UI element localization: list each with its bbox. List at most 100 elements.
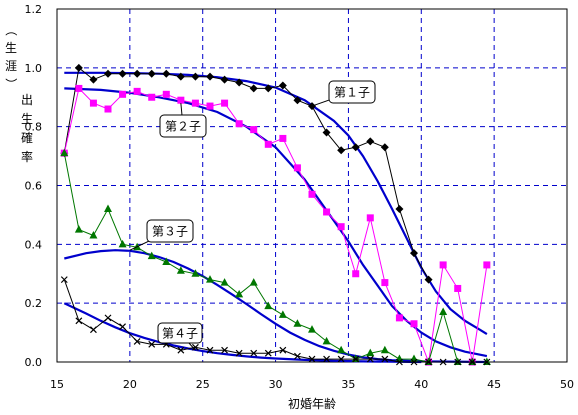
- y-tick-label: 1.0: [25, 62, 43, 75]
- data-point: [395, 354, 404, 363]
- data-point: [410, 320, 418, 328]
- data-series: [60, 63, 491, 366]
- data-point: [250, 126, 258, 134]
- data-point: [395, 314, 403, 322]
- data-point: [148, 340, 156, 348]
- data-point: [235, 349, 243, 357]
- data-point: [75, 84, 83, 92]
- data-point: [396, 358, 403, 366]
- x-axis-title: 初婚年齢: [288, 396, 336, 411]
- series-label-box: [159, 114, 207, 138]
- data-point: [250, 349, 258, 357]
- data-point: [278, 310, 287, 318]
- fit-curve-2: [64, 87, 488, 358]
- data-point: [454, 284, 462, 292]
- data-point: [278, 81, 287, 90]
- x-tick-labels: 15 20 25 30 35 40 45 50: [50, 378, 574, 391]
- data-point: [133, 337, 141, 345]
- data-point: [322, 128, 331, 137]
- x-tick-label: 45: [487, 378, 501, 391]
- data-point: [352, 355, 360, 363]
- data-point: [279, 346, 287, 354]
- data-point: [133, 87, 141, 95]
- fit-curve-3: [64, 249, 487, 364]
- data-point: [74, 225, 83, 233]
- grid: [57, 9, 567, 362]
- y-axis-title-char: 出: [21, 93, 33, 107]
- data-point: [162, 69, 171, 78]
- data-point: [322, 336, 331, 345]
- data-point: [235, 289, 244, 298]
- data-point: [89, 231, 98, 239]
- data-point: [264, 84, 273, 93]
- data-point: [410, 354, 418, 363]
- data-point: [410, 358, 418, 366]
- series-label-3: 第３子: [129, 219, 194, 251]
- data-point: [104, 69, 112, 78]
- y-tick-label: 0.0: [25, 356, 43, 369]
- data-point: [381, 279, 389, 287]
- data-point: [366, 214, 374, 222]
- data-point: [162, 90, 170, 98]
- data-point: [177, 346, 185, 354]
- data-point: [206, 346, 214, 354]
- y-axis-title-char: ）: [4, 78, 18, 90]
- x-tick-label: 20: [123, 378, 137, 391]
- data-point: [104, 105, 112, 113]
- data-point: [74, 63, 83, 72]
- data-point: [294, 352, 301, 360]
- plot-area: [56, 8, 568, 363]
- data-point: [147, 69, 156, 78]
- data-point: [323, 355, 330, 363]
- data-point: [468, 358, 476, 366]
- y-axis-title-char: （: [4, 24, 18, 36]
- data-point: [221, 346, 228, 354]
- data-point: [323, 208, 331, 216]
- data-point: [293, 319, 302, 327]
- data-point: [206, 275, 214, 283]
- data-point: [293, 96, 302, 105]
- data-point: [337, 355, 345, 363]
- x-tick-label: 35: [341, 378, 355, 391]
- data-point: [60, 276, 68, 284]
- x-tick-label: 30: [269, 378, 283, 391]
- series-label-4: 第４子: [157, 322, 203, 351]
- y-tick-label: 1.2: [25, 3, 43, 16]
- data-point: [425, 358, 432, 366]
- data-point: [235, 78, 244, 87]
- data-point: [176, 72, 185, 81]
- data-point: [89, 75, 98, 84]
- data-point: [264, 140, 272, 148]
- fit-curve-4: [63, 302, 422, 364]
- series-label-2: 第２子: [159, 103, 207, 138]
- y-tick-labels: 0.0 0.2 0.4 0.6 0.8 1.0 1.2: [25, 3, 43, 369]
- series-label-text: 第３子: [152, 225, 188, 239]
- data-point: [104, 204, 112, 213]
- data-point: [104, 314, 112, 322]
- data-point: [424, 275, 433, 284]
- series-label-text: 第４子: [162, 327, 198, 341]
- data-point: [352, 270, 360, 278]
- data-point: [380, 345, 389, 354]
- data-point: [191, 269, 200, 277]
- data-point: [235, 120, 243, 128]
- data-point: [206, 72, 214, 81]
- data-point: [249, 84, 258, 93]
- data-point: [220, 278, 229, 286]
- data-point: [192, 343, 199, 351]
- data-point: [366, 137, 375, 146]
- data-point: [293, 164, 301, 172]
- data-point: [177, 96, 185, 104]
- data-point: [90, 326, 97, 334]
- series-label-text: 第１子: [334, 86, 370, 100]
- data-point: [191, 72, 200, 81]
- data-point: [264, 301, 273, 310]
- data-point: [366, 355, 374, 363]
- data-point: [118, 239, 127, 248]
- series-2: [60, 84, 491, 366]
- x-tick-label: 40: [414, 378, 428, 391]
- data-point: [279, 134, 287, 142]
- series-label-text: 第２子: [165, 120, 201, 134]
